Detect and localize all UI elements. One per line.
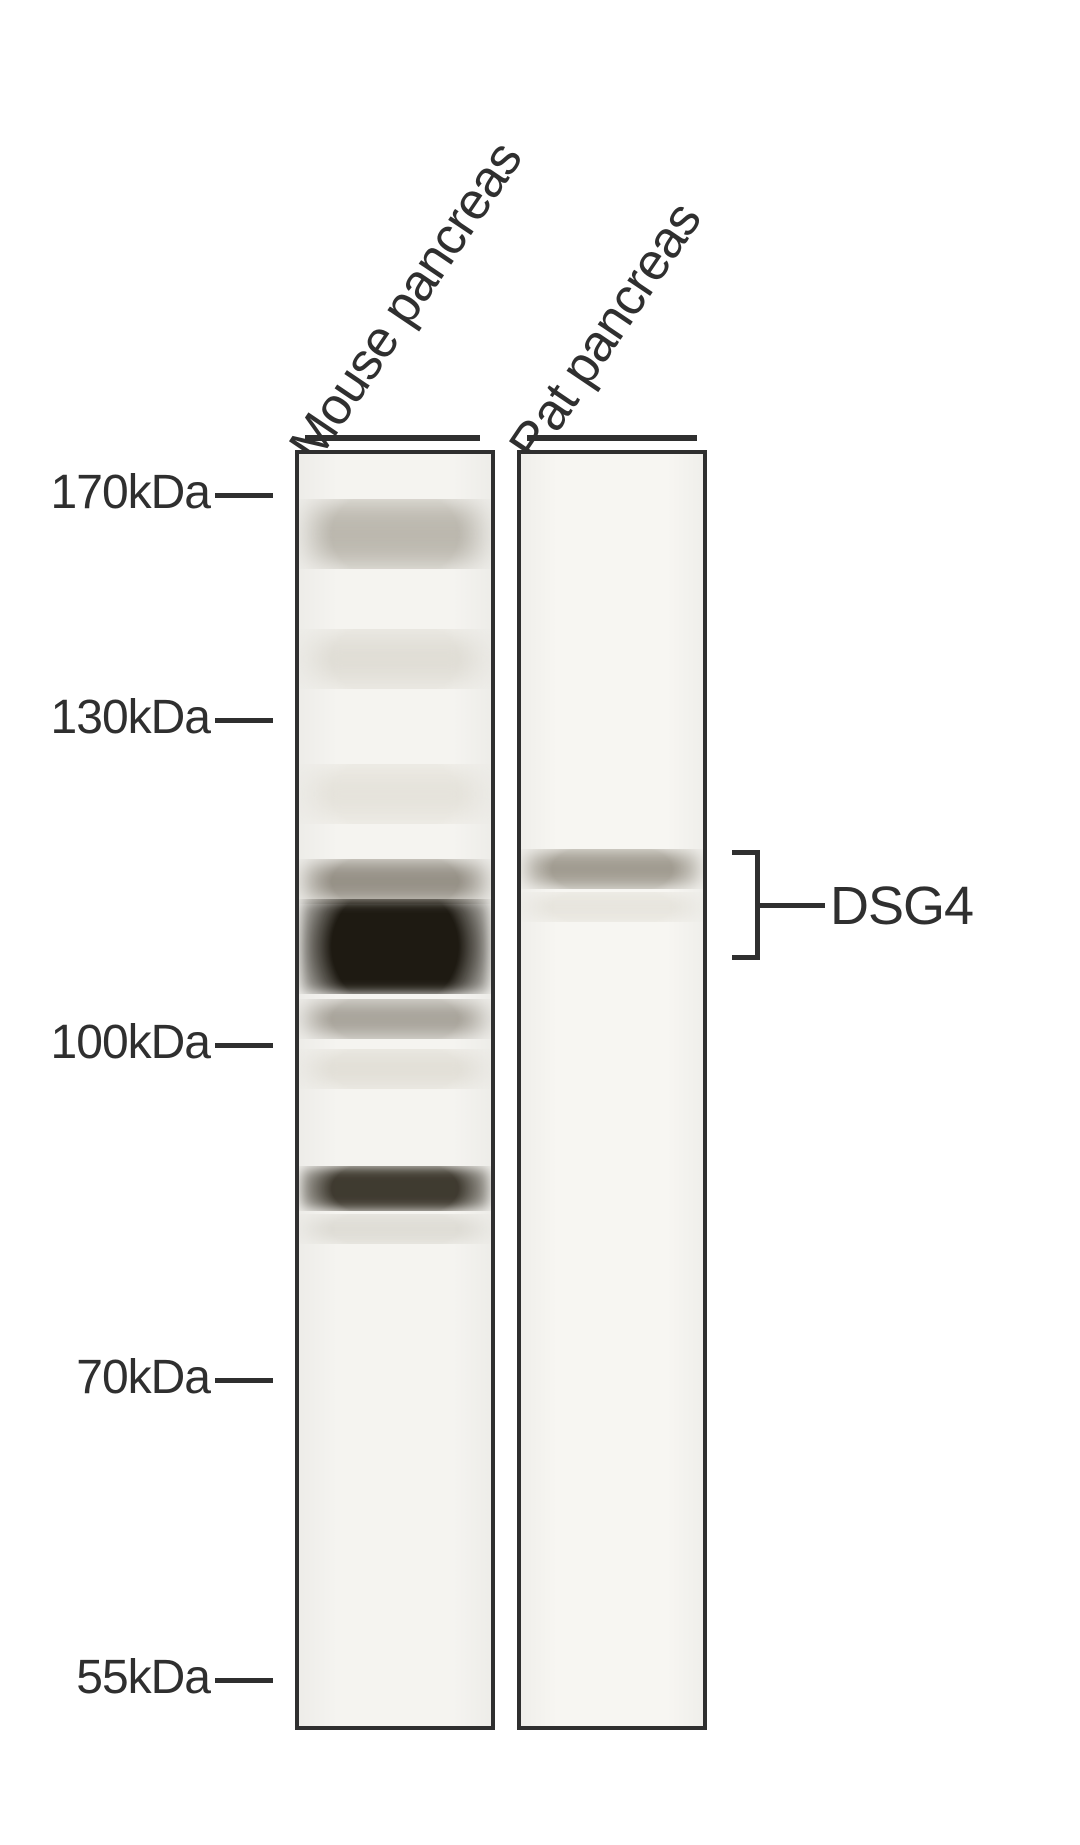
mw-label: 70kDa <box>10 1350 210 1405</box>
target-bracket <box>732 850 760 960</box>
mw-label: 170kDa <box>10 465 210 520</box>
target-dash <box>760 903 825 908</box>
gel-band <box>299 899 491 994</box>
gel-band <box>299 999 491 1039</box>
gel-lane <box>295 450 495 1730</box>
gel-band <box>299 1049 491 1089</box>
gel-band <box>299 1214 491 1244</box>
gel-band <box>299 629 491 689</box>
mw-tick <box>215 493 273 498</box>
lane-header-label: Mouse pancreas <box>277 131 534 472</box>
mw-label: 100kDa <box>10 1015 210 1070</box>
mw-tick <box>215 1043 273 1048</box>
gel-band <box>521 892 703 922</box>
gel-band <box>299 859 491 904</box>
mw-tick <box>215 1378 273 1383</box>
mw-tick <box>215 1678 273 1683</box>
mw-label: 130kDa <box>10 690 210 745</box>
gel-lane <box>517 450 707 1730</box>
gel-band <box>299 1166 491 1211</box>
western-blot-figure: 170kDa 130kDa 100kDa 70kDa 55kDa Mouse pancr… <box>0 0 1080 1845</box>
lane-header-label: Rat pancreas <box>497 192 713 472</box>
gel-band <box>299 764 491 824</box>
gel-band <box>521 849 703 889</box>
mw-label: 55kDa <box>10 1650 210 1705</box>
target-label: DSG4 <box>830 875 973 937</box>
mw-tick <box>215 718 273 723</box>
gel-band <box>299 499 491 569</box>
